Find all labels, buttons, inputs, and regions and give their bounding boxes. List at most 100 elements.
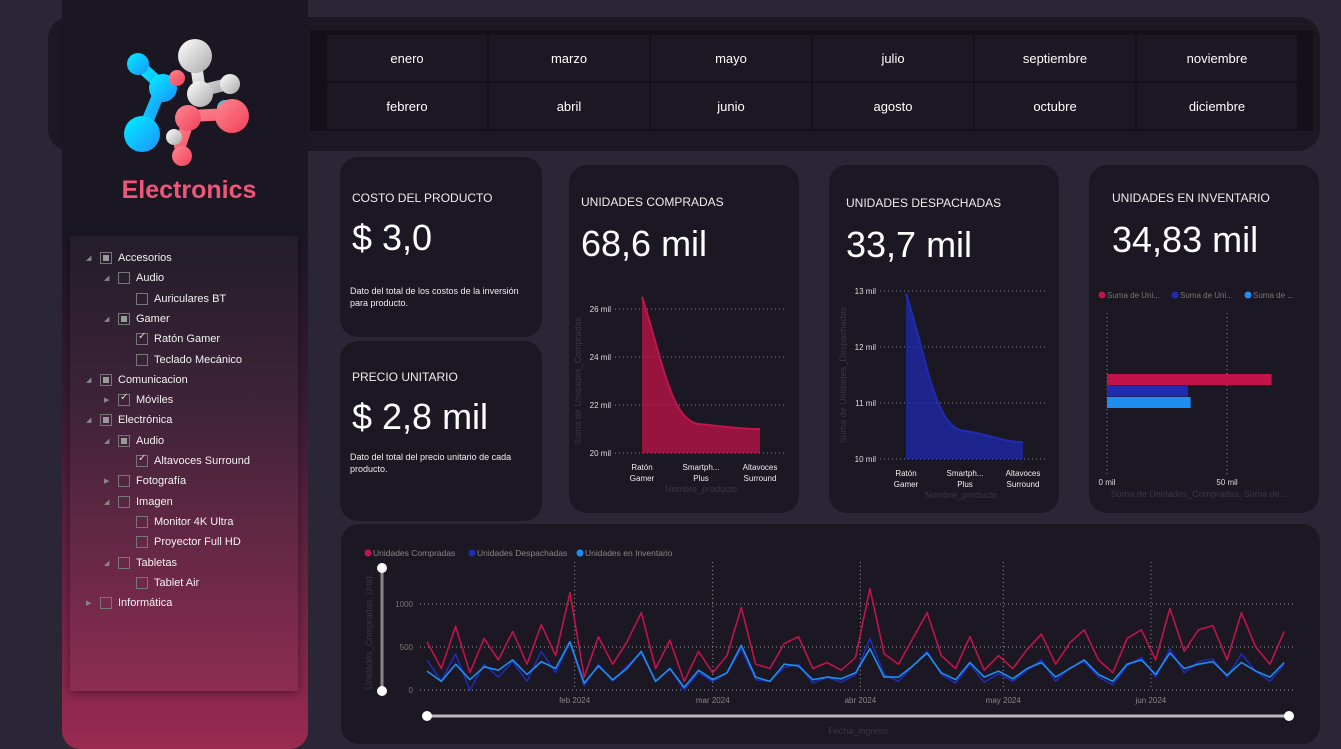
expand-down-icon[interactable]: ◢ xyxy=(104,315,110,323)
y-axis-title: Unidades_Compradas, Unid... xyxy=(364,569,374,690)
month-button[interactable]: julio xyxy=(813,35,973,81)
legend-marker xyxy=(1244,291,1252,299)
data-point xyxy=(905,293,907,295)
tree-item[interactable]: ◢ Accesorios xyxy=(86,248,172,268)
units-line-chart: Unidades Compradas Unidades Despachadas Un… xyxy=(364,548,1296,736)
electronics-logo-icon xyxy=(124,39,249,166)
month-button[interactable]: marzo xyxy=(489,35,649,81)
area-line xyxy=(905,293,1024,444)
tree-item[interactable]: Auriculares BT xyxy=(122,289,226,309)
legend-marker xyxy=(364,549,372,557)
checkbox[interactable] xyxy=(118,556,130,569)
expand-right-icon[interactable]: ▶ xyxy=(104,478,110,486)
checkbox[interactable] xyxy=(136,331,148,346)
x-tick-label: Smartph... xyxy=(947,469,984,478)
y-tick-label: 11 mil xyxy=(855,399,876,408)
checkbox[interactable] xyxy=(118,434,130,447)
tree-item[interactable]: ◢ Gamer xyxy=(104,309,170,329)
checkbox[interactable] xyxy=(118,495,130,508)
checkbox[interactable] xyxy=(100,252,112,264)
data-point xyxy=(700,423,702,425)
y-tick-label: 10 mil xyxy=(855,455,877,464)
checkbox[interactable] xyxy=(100,597,112,610)
expand-down-icon[interactable]: ◢ xyxy=(104,559,110,567)
tree-item[interactable]: ◢ Audio xyxy=(104,431,164,451)
month-button[interactable]: abril xyxy=(489,83,649,129)
month-button[interactable]: agosto xyxy=(813,83,973,129)
checkbox[interactable] xyxy=(100,373,112,386)
month-button[interactable]: septiembre xyxy=(975,35,1135,81)
expand-down-icon[interactable]: ◢ xyxy=(104,437,110,445)
checkbox[interactable] xyxy=(118,392,130,407)
expand-down-icon[interactable]: ◢ xyxy=(86,376,92,384)
x-tick-label: Gamer xyxy=(630,474,655,483)
x-tick-label: abr 2024 xyxy=(845,696,877,705)
slider-handle[interactable] xyxy=(422,711,432,721)
month-button[interactable]: mayo xyxy=(651,35,811,81)
tree-item[interactable]: Ratón Gamer xyxy=(122,329,220,349)
tree-item[interactable]: Altavoces Surround xyxy=(122,451,250,471)
legend-label: Suma de ... xyxy=(1253,291,1294,300)
kpi-title: COSTO DEL PRODUCTO xyxy=(352,191,493,205)
tree-item[interactable]: ◢ Tabletas xyxy=(104,553,177,573)
tree-item[interactable]: ◢ Imagen xyxy=(104,492,173,512)
tree-item[interactable]: ▶ Móviles xyxy=(104,390,173,410)
month-button[interactable]: enero xyxy=(327,35,487,81)
tree-item-label: Tabletas xyxy=(136,556,177,569)
tree-item[interactable]: Proyector Full HD xyxy=(122,532,241,552)
bar xyxy=(1107,385,1188,397)
tree-item-label: Teclado Mecánico xyxy=(154,353,243,366)
legend-label: Unidades Compradas xyxy=(373,548,455,558)
checkbox[interactable] xyxy=(136,292,148,305)
checkbox[interactable] xyxy=(100,414,112,427)
series-line xyxy=(426,587,1285,683)
x-tick-label: Surround xyxy=(1007,480,1040,489)
expand-right-icon[interactable]: ▶ xyxy=(86,600,92,608)
month-button[interactable]: febrero xyxy=(327,83,487,129)
expand-right-icon[interactable]: ▶ xyxy=(104,397,110,405)
checkbox[interactable] xyxy=(118,475,130,488)
tree-item[interactable]: ◢ Audio xyxy=(104,268,164,288)
x-tick-label: Smartph... xyxy=(683,463,720,472)
tree-item-label: Accesorios xyxy=(118,252,172,264)
checkbox[interactable] xyxy=(136,515,148,528)
expand-down-icon[interactable]: ◢ xyxy=(104,498,110,506)
y-tick-label: 500 xyxy=(400,643,414,652)
x-tick-label: 0 mil xyxy=(1099,478,1116,487)
x-tick-label: 50 mil xyxy=(1216,478,1238,487)
brand-name: Electronics xyxy=(121,176,257,204)
checkbox[interactable] xyxy=(136,576,148,589)
legend-marker xyxy=(576,549,584,557)
card-unidades-despachadas: UNIDADES DESPACHADAS 33,7 mil 10 mil 11 m… xyxy=(829,165,1059,513)
tree-item[interactable]: Tablet Air xyxy=(122,573,199,593)
x-tick-label: mar 2024 xyxy=(696,696,730,705)
checkbox[interactable] xyxy=(136,536,148,549)
tree-item[interactable]: Monitor 4K Ultra xyxy=(122,512,233,532)
tree-item[interactable]: ▶ Informática xyxy=(86,593,172,613)
month-button[interactable]: noviembre xyxy=(1137,35,1297,81)
tree-item[interactable]: ◢ Comunicacion xyxy=(86,370,188,390)
tree-item[interactable]: ▶ Fotografía xyxy=(104,471,186,491)
x-tick-label: Surround xyxy=(744,474,777,483)
checkbox[interactable] xyxy=(118,272,130,285)
y-tick-label: 0 xyxy=(409,686,414,695)
x-tick-label: feb 2024 xyxy=(559,696,591,705)
slider-handle[interactable] xyxy=(1284,711,1294,721)
expand-down-icon[interactable]: ◢ xyxy=(86,417,92,425)
month-button[interactable]: junio xyxy=(651,83,811,129)
month-button[interactable]: diciembre xyxy=(1137,83,1297,129)
area-fill xyxy=(906,293,1023,459)
tree-item[interactable]: ◢ Electrónica xyxy=(86,410,172,430)
tree-item-label: Tablet Air xyxy=(154,576,200,589)
slider-handle[interactable] xyxy=(377,686,387,696)
expand-down-icon[interactable]: ◢ xyxy=(104,275,110,283)
slider-handle[interactable] xyxy=(377,563,387,573)
expand-down-icon[interactable]: ◢ xyxy=(86,255,92,262)
month-button[interactable]: octubre xyxy=(975,83,1135,129)
checkbox[interactable] xyxy=(136,353,148,366)
tree-item[interactable]: Teclado Mecánico xyxy=(122,350,242,370)
checkbox[interactable] xyxy=(118,312,130,325)
checkbox[interactable] xyxy=(136,453,148,467)
tree-item-label: Móviles xyxy=(136,394,174,407)
card-costo-producto: COSTO DEL PRODUCTO $ 3,0 Dato del total … xyxy=(340,157,542,337)
